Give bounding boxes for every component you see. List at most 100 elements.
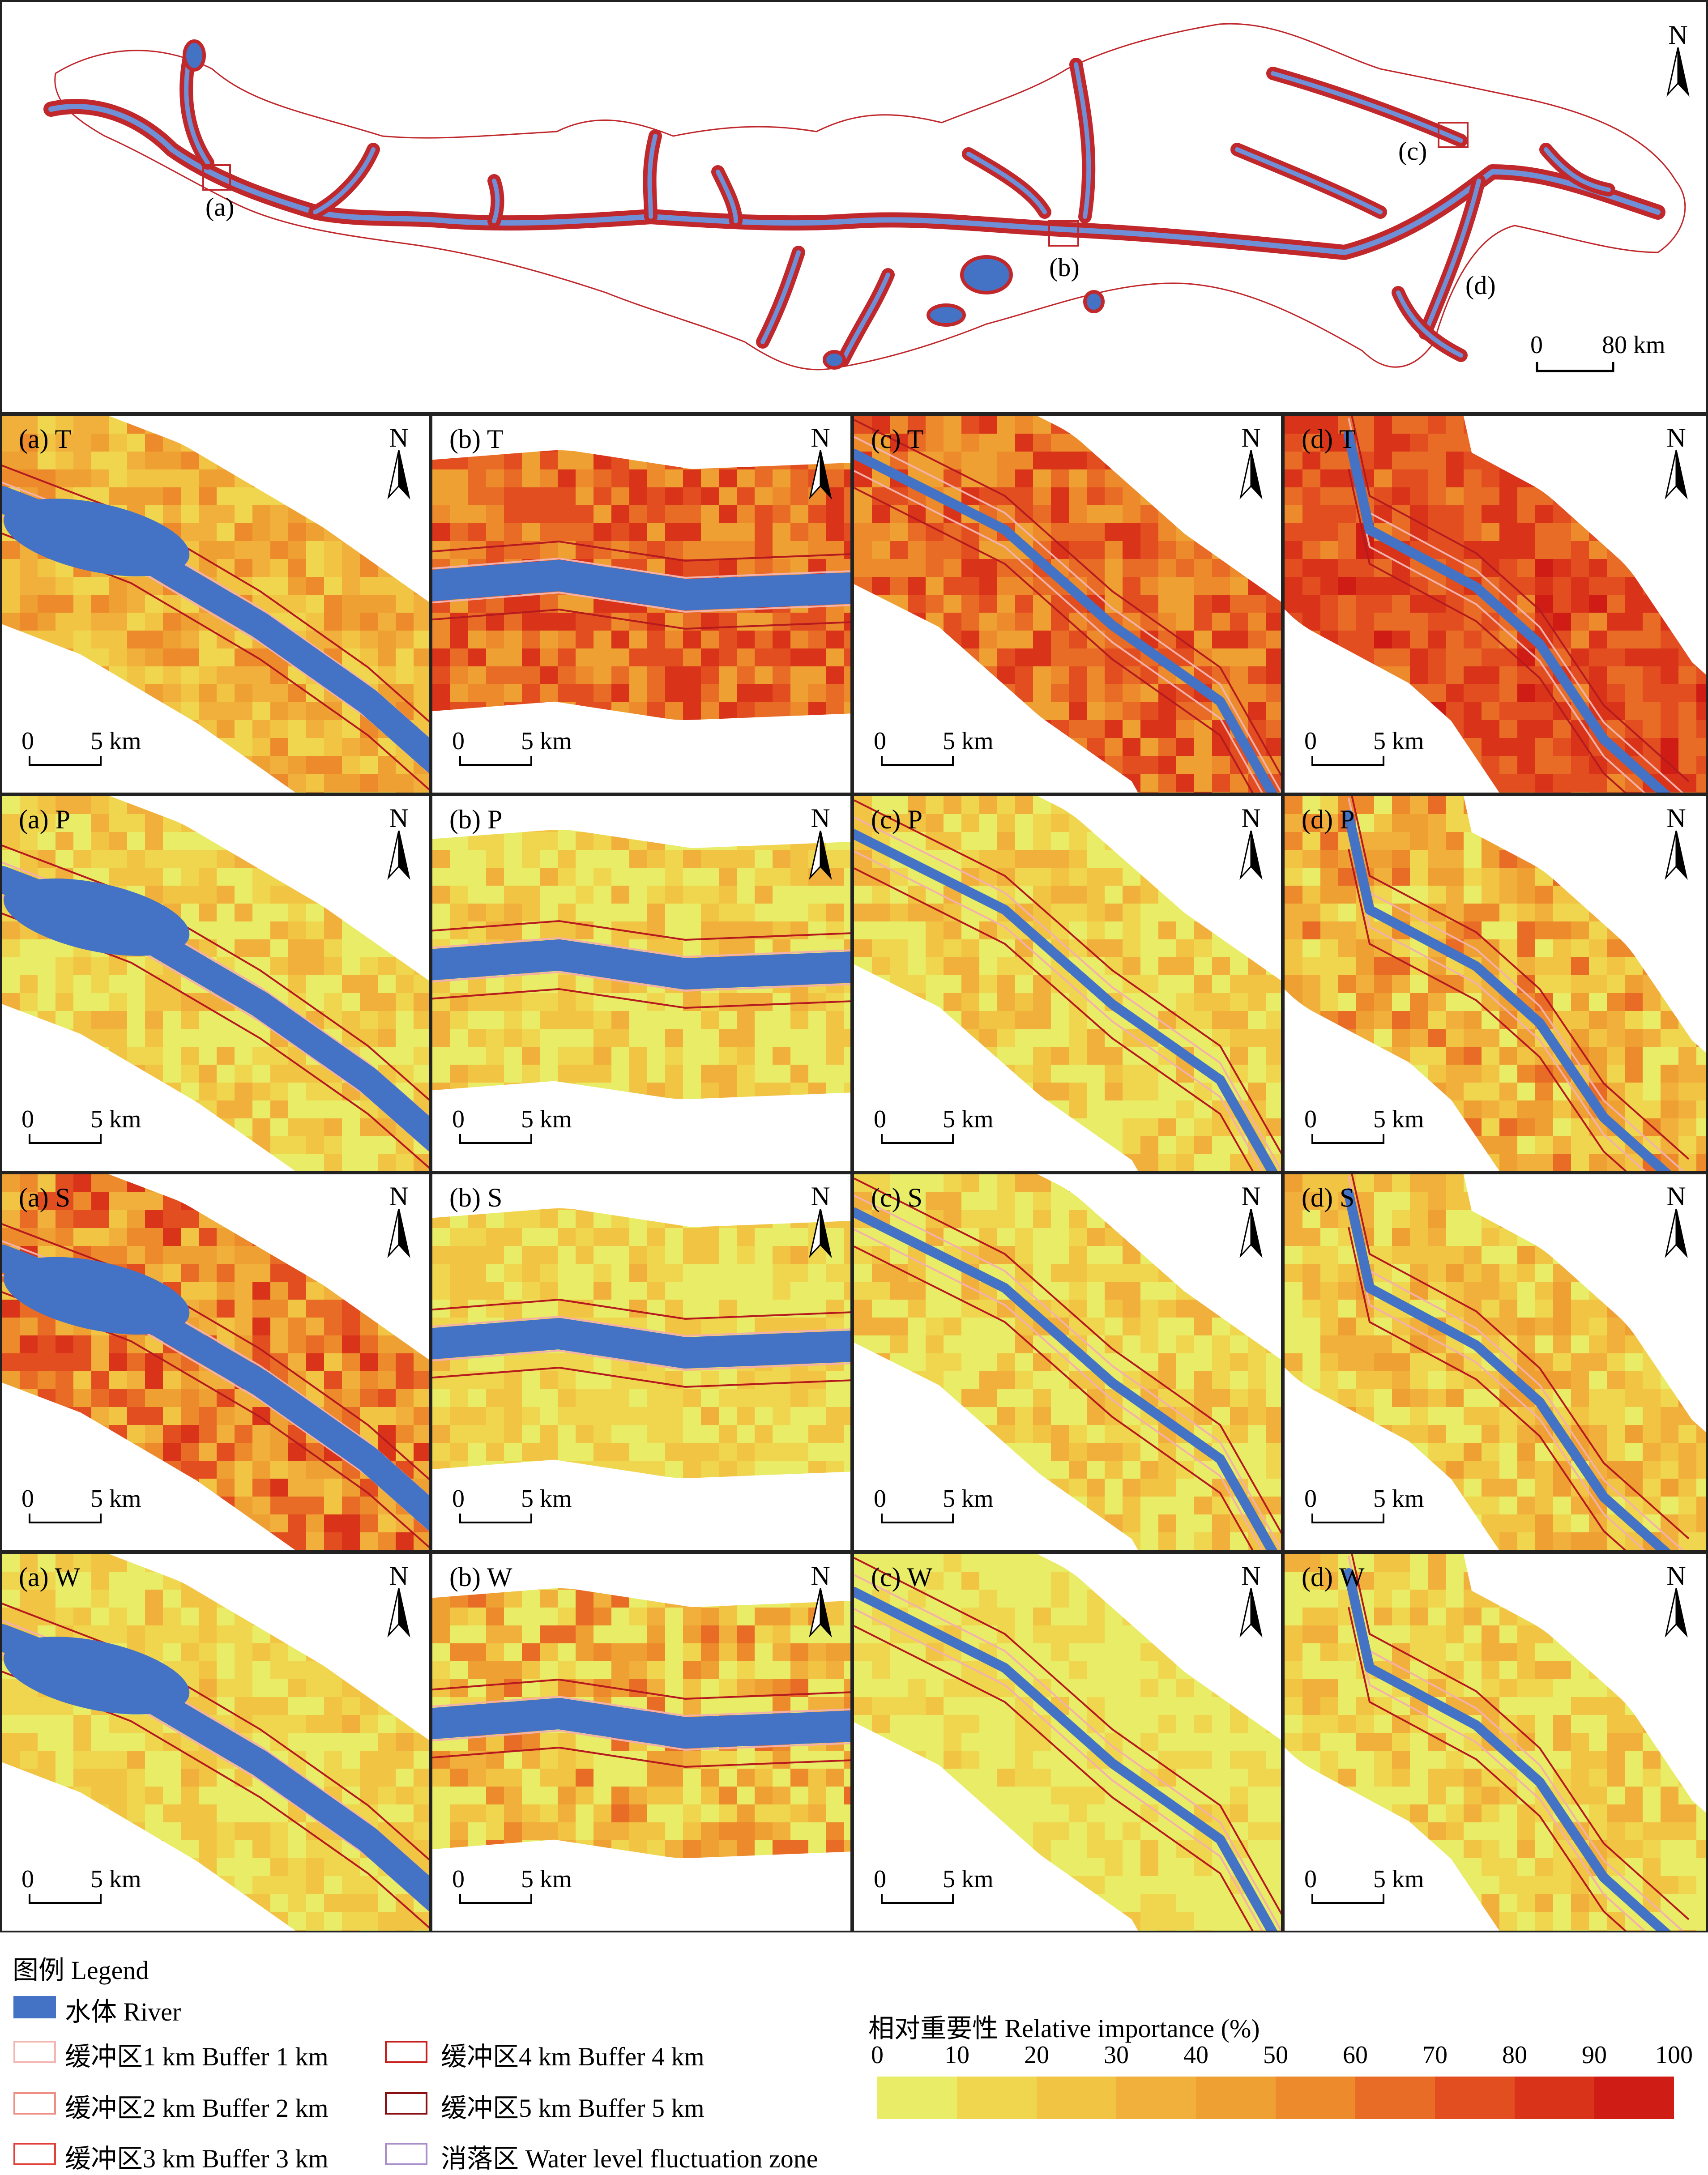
panel-scale-start: 0 [452,1105,465,1134]
panel-scale-end: 5 km [521,1484,572,1513]
panel-scale-bar [1311,1894,1384,1904]
north-letter: N [379,1561,419,1591]
panel-scale-start: 0 [1304,1484,1317,1513]
panel-north-arrow: N [800,422,841,499]
overview-scale-bar [1537,362,1613,371]
legend-swatch-buffer-1 [13,2041,56,2063]
legend-swatch-buffer-3 [13,2143,56,2165]
north-letter: N [1231,1181,1271,1212]
panel-scale-start: 0 [21,1865,34,1894]
callout-label-d: (d) [1465,270,1496,300]
panel-north-arrow: N [800,1561,841,1637]
panel-title: (a) W [19,1562,80,1593]
legend-label-buffer-2: 缓冲区2 km Buffer 2 km [65,2087,329,2124]
overview-north-arrow: N [1658,20,1698,96]
panel-north-arrow: N [379,803,419,879]
north-letter: N [1656,422,1696,453]
north-arrow-icon [379,1588,419,1638]
panel-scale-end: 5 km [1373,1484,1424,1513]
north-letter: N [379,1181,419,1212]
river-water-body [432,1334,852,1353]
panel-scale-end: 5 km [90,1105,141,1134]
north-letter: N [379,803,419,834]
ramp-step [877,2077,957,2119]
ramp-step [1116,2077,1196,2119]
panel-map-svg [1285,416,1708,794]
ramp-tick-label: 70 [1422,2041,1448,2069]
legend-label-fluctuation-zone: 消落区 Water level fluctuation zone [441,2137,818,2175]
panel-map-svg [2,416,431,794]
panel-map-svg [1285,1554,1708,1932]
panel-scale-start: 0 [21,1105,34,1134]
panel-map-svg [2,796,431,1173]
ramp-tick-label: 40 [1183,2041,1208,2069]
panel-map-svg [2,1554,431,1932]
legend-swatch-fluctuation-zone [385,2143,427,2165]
panel-title: (c) P [871,804,922,835]
north-arrow-icon [379,1209,419,1258]
panel-north-arrow: N [1656,1181,1696,1257]
panel-scale-start: 0 [21,1484,34,1513]
panel-map-svg [854,416,1283,794]
callout-label-c: (c) [1398,136,1427,166]
ramp-step [1037,2077,1116,2119]
legend-swatch-river [13,1996,56,2018]
panel-scale-end: 5 km [943,1105,994,1134]
panel-title: (b) T [449,424,504,455]
panel-map-svg [1285,1174,1708,1552]
legend-title: 图例 Legend [13,1949,149,1987]
north-arrow-icon [1658,47,1698,97]
overview-scale-start: 0 [1530,331,1543,359]
panel-scale-end: 5 km [943,1865,994,1894]
panel-map-svg [432,1174,852,1552]
panel-north-arrow: N [1231,422,1271,499]
legend-label-buffer-1: 缓冲区1 km Buffer 1 km [65,2035,329,2073]
panel-scale-end: 5 km [521,1865,572,1894]
panel-map-svg [854,1174,1283,1552]
river-water-body [432,576,852,595]
panel-scale-bar [29,1134,102,1144]
north-arrow-icon [1231,1209,1271,1258]
panel-scale-start: 0 [452,1865,465,1894]
panel-scale-end: 5 km [1373,1865,1424,1894]
panel-title: (c) T [871,424,923,455]
panel-scale-end: 5 km [943,1484,994,1513]
north-letter: N [1656,1181,1696,1212]
north-arrow-icon [1656,1588,1696,1638]
panel-map-svg [854,796,1283,1173]
north-letter: N [1231,422,1271,453]
ramp-tick-label: 10 [944,2041,969,2069]
north-arrow-icon [1231,1588,1271,1638]
panel-scale-bar [459,1134,532,1144]
panel-scale-start: 0 [21,727,34,755]
panel-scale-end: 5 km [1373,1105,1424,1134]
north-arrow-icon [379,450,419,499]
overview-map: (a) (b) (c) (d) N 0 80 km [0,0,1708,414]
north-letter: N [1658,20,1698,51]
river-water-body [432,1714,852,1733]
ramp-step [1276,2077,1355,2119]
ramp-tick-label: 100 [1655,2041,1693,2069]
panel-scale-end: 5 km [521,727,572,755]
panel-north-arrow: N [800,803,841,879]
north-letter: N [800,803,841,834]
panel-title: (d) T [1302,424,1356,455]
panel-scale-end: 5 km [90,1865,141,1894]
panel-scale-bar [1311,756,1384,766]
north-arrow-icon [1656,1209,1696,1258]
panel-title: (d) W [1302,1562,1365,1593]
panel-north-arrow: N [379,1561,419,1637]
panel-scale-bar [881,1134,954,1144]
panel-north-arrow: N [1656,803,1696,879]
ramp-step [1435,2077,1515,2119]
